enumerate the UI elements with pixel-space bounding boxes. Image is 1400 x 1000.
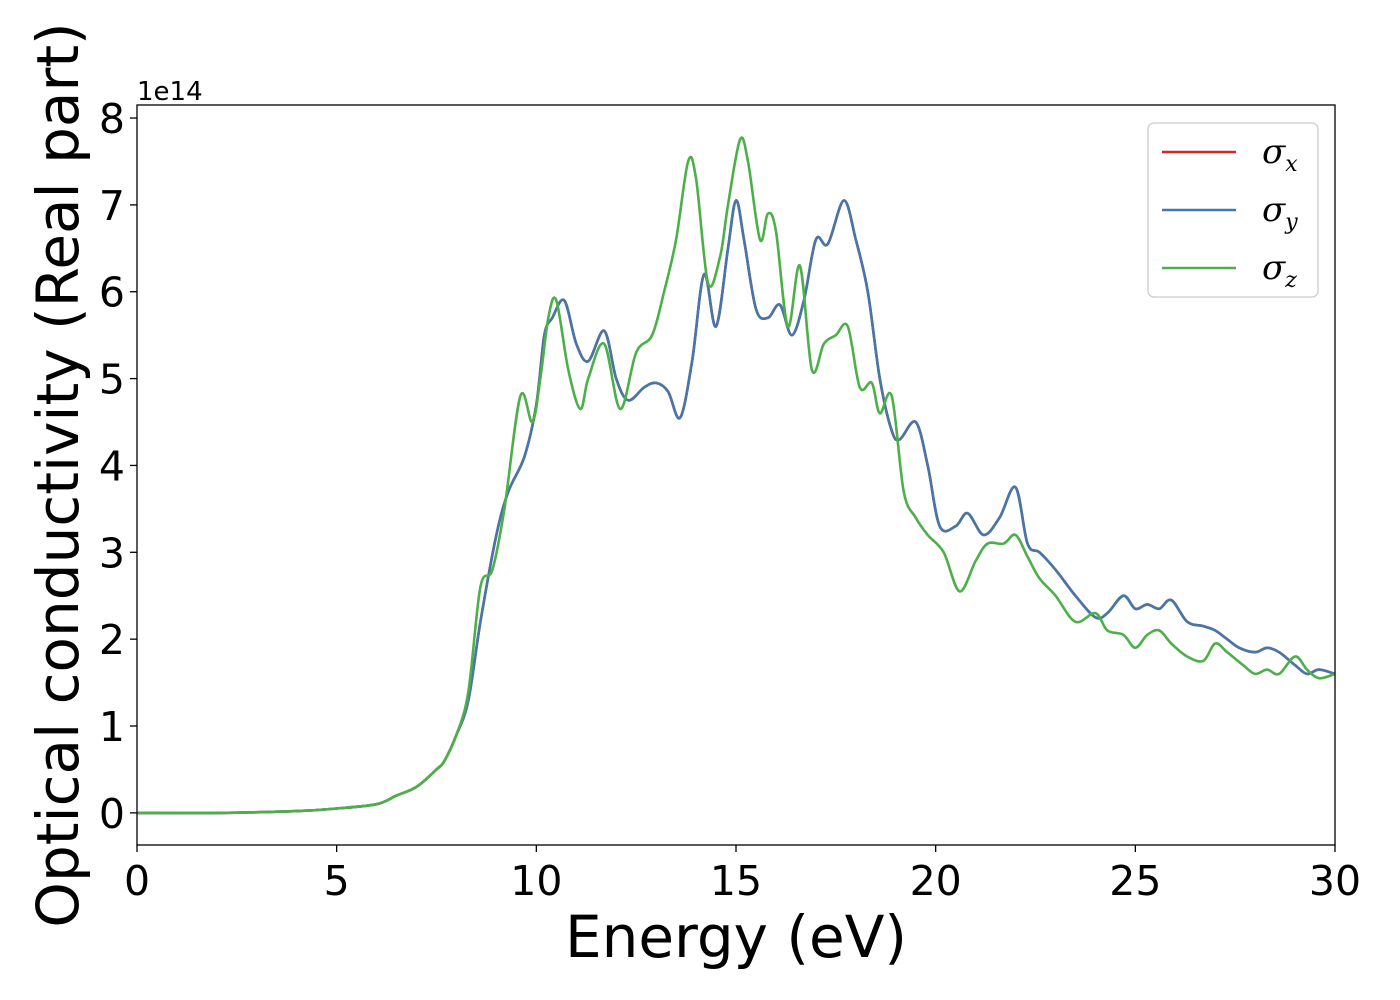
- y-axis-label: Optical conductivity (Real part): [24, 22, 92, 927]
- y-axis-offset-label: 1e14: [137, 77, 203, 107]
- y-tick-label: 3: [99, 529, 125, 577]
- legend: σx σy σz: [1147, 122, 1319, 298]
- y-tick-label: 2: [99, 616, 125, 664]
- y-tick-label: 0: [99, 790, 125, 838]
- x-tick-label: 0: [124, 857, 150, 905]
- x-tick-label: 5: [324, 857, 350, 905]
- series-layer: [136, 136, 1336, 815]
- y-tick-label: 5: [99, 356, 125, 404]
- x-tick-label: 15: [710, 857, 762, 905]
- legend-label-y: σy: [1262, 190, 1298, 235]
- x-axis-ticks: 0 5 10 15 20 25 30: [124, 845, 1361, 905]
- y-axis-ticks: 0 1 2 3 4 5 6 7 8: [99, 95, 137, 838]
- x-tick-label: 25: [1109, 857, 1161, 905]
- legend-label-x: σx: [1262, 132, 1298, 177]
- series-line-z: [136, 136, 1336, 815]
- y-tick-label: 8: [99, 95, 125, 143]
- y-tick-label: 7: [99, 182, 125, 230]
- legend-label-z: σz: [1262, 248, 1297, 293]
- y-tick-label: 4: [99, 442, 125, 490]
- x-tick-label: 30: [1309, 857, 1361, 905]
- y-tick-label: 1: [99, 703, 125, 751]
- x-tick-label: 10: [510, 857, 562, 905]
- legend-items: σx σy σz: [1162, 132, 1298, 293]
- x-tick-label: 20: [910, 857, 962, 905]
- x-axis-label: Energy (eV): [565, 903, 907, 971]
- y-tick-label: 6: [99, 269, 125, 317]
